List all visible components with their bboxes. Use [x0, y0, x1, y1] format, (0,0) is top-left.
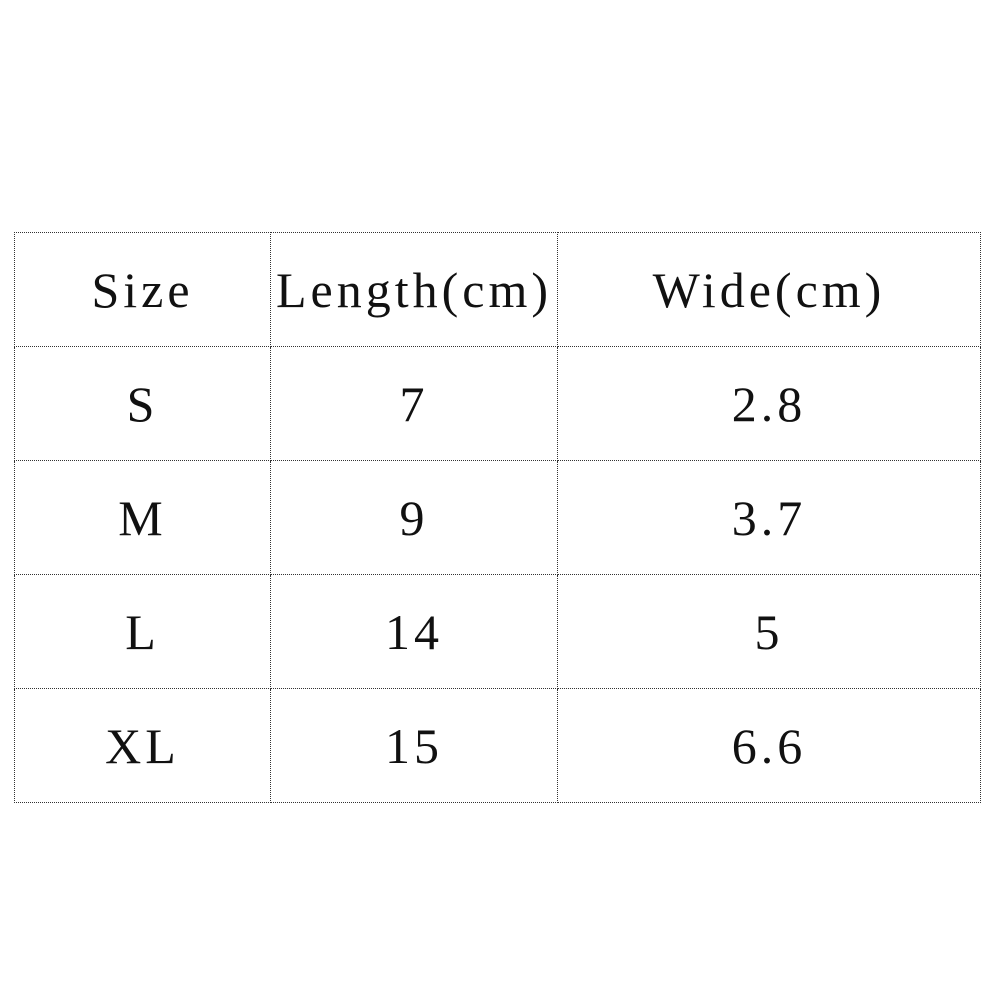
- table-row: L 14 5: [14, 574, 981, 689]
- wide-cell: 3.7: [557, 460, 981, 575]
- wide-cell: 5: [557, 574, 981, 689]
- header-row: Size Length(cm) Wide(cm): [14, 232, 981, 347]
- table-row: S 7 2.8: [14, 346, 981, 461]
- length-cell: 15: [270, 688, 558, 803]
- header-wide: Wide(cm): [557, 232, 981, 347]
- table-row: XL 15 6.6: [14, 688, 981, 803]
- header-length: Length(cm): [270, 232, 558, 347]
- size-cell: M: [14, 460, 271, 575]
- length-cell: 9: [270, 460, 558, 575]
- header-size: Size: [14, 232, 271, 347]
- size-cell: L: [14, 574, 271, 689]
- wide-cell: 2.8: [557, 346, 981, 461]
- length-cell: 14: [270, 574, 558, 689]
- table-row: M 9 3.7: [14, 460, 981, 575]
- size-cell: XL: [14, 688, 271, 803]
- wide-cell: 6.6: [557, 688, 981, 803]
- length-cell: 7: [270, 346, 558, 461]
- size-cell: S: [14, 346, 271, 461]
- size-chart-table: Size Length(cm) Wide(cm) S 7 2.8 M 9 3.7…: [14, 232, 981, 803]
